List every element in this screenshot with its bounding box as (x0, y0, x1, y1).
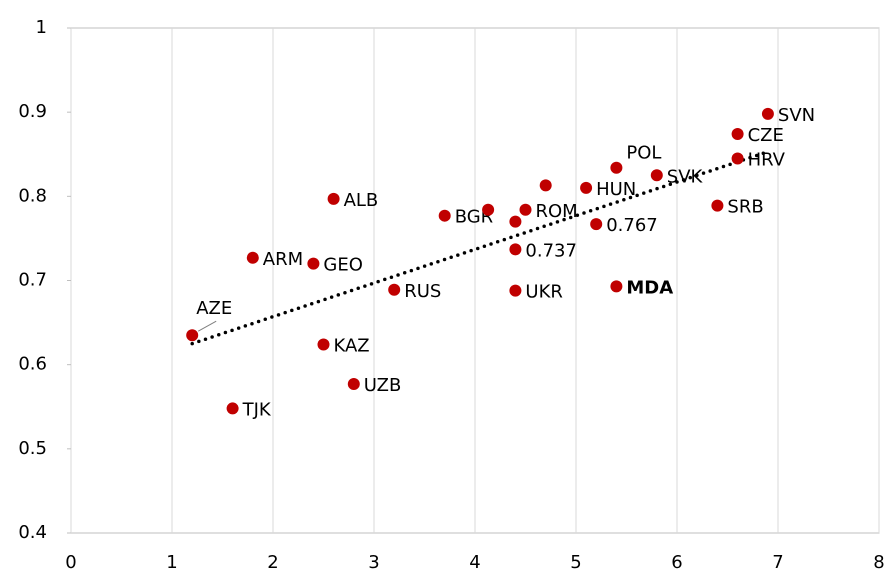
point-label: 0.767 (606, 215, 658, 236)
y-tick-label: 0.9 (18, 101, 47, 122)
x-tick-label: 0 (65, 552, 76, 573)
point-label: POL (626, 143, 661, 164)
y-tick-label: 0.8 (18, 185, 47, 206)
point (711, 199, 724, 212)
point (327, 192, 340, 205)
point (610, 280, 623, 293)
point (226, 402, 239, 415)
point (246, 251, 259, 264)
point (509, 215, 522, 228)
point-label: SRB (727, 197, 763, 218)
point-label: SVK (667, 166, 704, 187)
y-tick-label: 1 (36, 17, 47, 38)
point (317, 338, 330, 351)
x-tick-label: 3 (368, 552, 379, 573)
point (731, 128, 744, 141)
leader-line (197, 320, 217, 332)
point (388, 283, 401, 296)
point-label: CZE (748, 125, 784, 146)
y-tick-label: 0.7 (18, 270, 47, 291)
point-label: AZE (196, 298, 232, 319)
x-tick-label: 1 (166, 552, 177, 573)
point (580, 181, 593, 194)
point (539, 179, 552, 192)
x-tick-label: 2 (267, 552, 278, 573)
trendline (190, 149, 770, 346)
point (347, 378, 360, 391)
point (731, 152, 744, 165)
point-label: ARM (263, 249, 303, 270)
point (438, 209, 451, 222)
point-label: HUN (596, 179, 636, 200)
point-label: HRV (748, 149, 786, 170)
y-tick-label: 0.4 (18, 522, 47, 543)
point-label: SVN (778, 105, 815, 126)
point-label: GEO (323, 255, 363, 276)
point (650, 169, 663, 182)
point-label: RUS (404, 281, 441, 302)
point (307, 257, 320, 270)
point (509, 243, 522, 256)
point-label: TJK (242, 399, 272, 420)
point (761, 107, 774, 120)
point (482, 203, 495, 216)
y-tick-label: 0.6 (18, 354, 47, 375)
point (519, 203, 532, 216)
point (590, 218, 603, 231)
x-tick-label: 6 (671, 552, 682, 573)
point-label: MDA (626, 277, 673, 298)
x-tick-label: 4 (469, 552, 480, 573)
x-tick-label: 5 (570, 552, 581, 573)
point (186, 329, 199, 342)
x-tick-label: 7 (772, 552, 783, 573)
point-label: KAZ (334, 335, 370, 356)
point (509, 284, 522, 297)
point-label: ROM (536, 201, 578, 222)
point (610, 161, 623, 174)
point-label: UZB (364, 375, 402, 396)
x-tick-label: 8 (873, 552, 884, 573)
point-label: UKR (525, 282, 563, 303)
point-label: ALB (344, 190, 379, 211)
y-tick-label: 0.5 (18, 438, 47, 459)
point-label: 0.737 (525, 240, 577, 261)
